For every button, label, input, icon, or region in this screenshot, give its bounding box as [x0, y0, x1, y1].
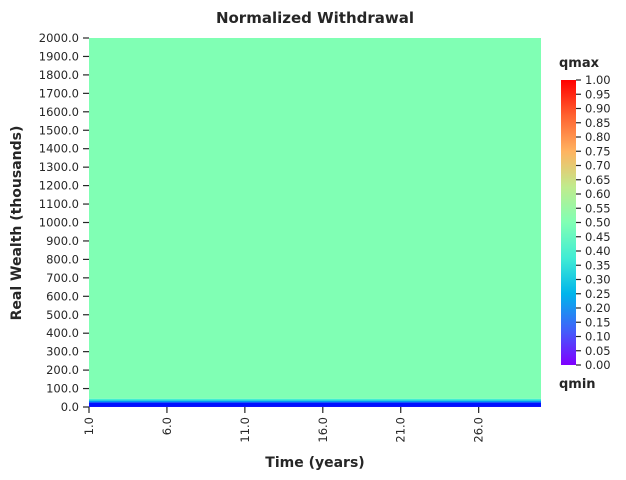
y-tick-label: 200.0 [46, 363, 79, 377]
heatmap-band-0 [89, 406, 541, 407]
heatmap-band-3 [89, 398, 541, 401]
y-tick-label: 1300.0 [39, 160, 79, 174]
y-tick-label: 2000.0 [39, 31, 79, 45]
x-tick-label: 26.0 [472, 417, 486, 443]
x-tick-label: 1.0 [82, 417, 96, 435]
x-tick-label: 11.0 [238, 417, 252, 443]
y-tick-label: 1000.0 [39, 216, 79, 230]
colorbar-label-bottom: qmin [559, 377, 596, 392]
colorbar-tick-label: 0.95 [585, 87, 611, 101]
y-tick-label: 800.0 [46, 252, 79, 266]
colorbar-tick-label: 0.75 [585, 144, 611, 158]
colorbar-tick-label: 0.55 [585, 201, 611, 215]
colorbar-tick-label: 0.90 [585, 102, 611, 116]
colorbar-tick-label: 1.00 [585, 73, 611, 87]
y-tick-label: 100.0 [46, 382, 79, 396]
colorbar-tick-label: 0.85 [585, 116, 611, 130]
x-tick-label: 6.0 [160, 417, 174, 435]
colorbar-tick-label: 0.15 [585, 315, 611, 329]
y-tick-label: 1500.0 [39, 123, 79, 137]
colorbar-tick-label: 0.20 [585, 301, 611, 315]
colorbar-tick-label: 0.60 [585, 187, 611, 201]
colorbar-tick-label: 0.30 [585, 273, 611, 287]
colorbar-tick-label: 0.80 [585, 130, 611, 144]
x-tick-label: 21.0 [394, 417, 408, 443]
colorbar-tick-label: 0.65 [585, 173, 611, 187]
x-axis-label: Time (years) [265, 455, 364, 471]
y-axis-label: Real Wealth (thousands) [9, 126, 25, 321]
colorbar-axis: 0.000.050.100.150.200.250.300.350.400.45… [576, 73, 611, 372]
colorbar-tick-label: 0.00 [585, 358, 611, 372]
y-tick-label: 400.0 [46, 326, 79, 340]
colorbar-tick-label: 0.50 [585, 216, 611, 230]
y-tick-label: 1200.0 [39, 179, 79, 193]
x-tick-label: 16.0 [316, 417, 330, 443]
heatmap-plot-area [89, 38, 541, 407]
y-tick-label: 1800.0 [39, 68, 79, 82]
colorbar-tick-label: 0.35 [585, 258, 611, 272]
heatmap-band-4 [89, 38, 541, 399]
y-tick-label: 600.0 [46, 289, 79, 303]
heatmap-band-2 [89, 400, 541, 403]
colorbar-tick-label: 0.70 [585, 159, 611, 173]
y-axis: 0.0 100.0 200.0 300.0 400.0 500.0 600.0 700.0 80… [39, 31, 89, 414]
y-tick-label: 1100.0 [39, 197, 79, 211]
colorbar [561, 80, 576, 365]
y-tick-label: 1900.0 [39, 49, 79, 63]
y-tick-label: 500.0 [46, 308, 79, 322]
colorbar-tick-label: 0.10 [585, 330, 611, 344]
y-tick-label: 0.0 [61, 400, 79, 414]
chart-title: Normalized Withdrawal [216, 9, 414, 27]
y-tick-label: 1600.0 [39, 105, 79, 119]
x-axis: 1.0 6.0 11.0 16.0 21.0 26.0 [82, 407, 486, 443]
colorbar-label-top: qmax [559, 56, 600, 71]
y-tick-label: 1700.0 [39, 86, 79, 100]
colorbar-tick-label: 0.05 [585, 344, 611, 358]
y-tick-label: 700.0 [46, 271, 79, 285]
colorbar-tick-label: 0.25 [585, 287, 611, 301]
y-tick-label: 1400.0 [39, 142, 79, 156]
colorbar-tick-label: 0.40 [585, 244, 611, 258]
y-tick-label: 900.0 [46, 234, 79, 248]
y-tick-label: 300.0 [46, 345, 79, 359]
heatmap-band-1 [89, 402, 541, 407]
colorbar-tick-label: 0.45 [585, 230, 611, 244]
